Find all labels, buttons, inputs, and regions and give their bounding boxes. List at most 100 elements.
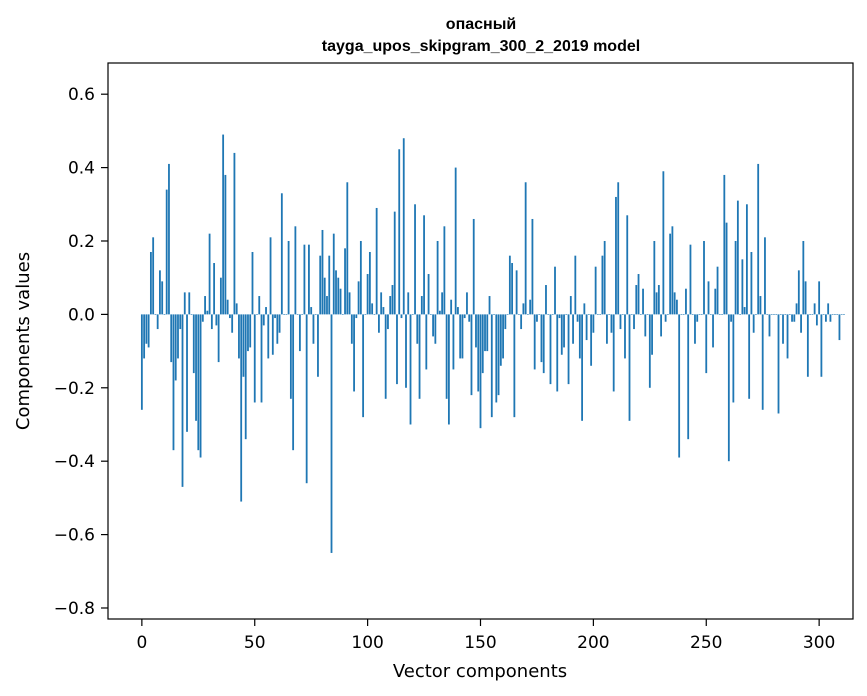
bar <box>736 200 739 315</box>
bar <box>615 196 617 315</box>
bar <box>657 285 660 315</box>
bar <box>393 211 396 315</box>
bar <box>563 314 565 348</box>
x-tick-label: 250 <box>690 633 722 653</box>
bar <box>161 281 164 315</box>
bar <box>314 314 317 315</box>
bar <box>231 314 234 333</box>
y-axis-ticks: 0.6 0.4 0.2 0.0 −0.2 −0.4 −0.6 −0.8 <box>54 85 108 619</box>
bar <box>585 314 588 341</box>
bar <box>391 285 394 315</box>
bar <box>676 299 678 315</box>
bar <box>610 314 613 333</box>
y-tick-label: 0.2 <box>68 232 95 252</box>
bar <box>709 314 712 315</box>
bar <box>414 204 416 315</box>
bar <box>495 314 498 403</box>
bar <box>219 277 222 315</box>
bar <box>682 314 685 315</box>
bar <box>506 314 509 315</box>
bar <box>542 314 545 374</box>
bar <box>224 174 227 315</box>
bar <box>244 314 247 440</box>
bar <box>825 314 827 322</box>
bar <box>499 314 502 366</box>
bar <box>784 314 787 315</box>
bar <box>619 314 622 330</box>
bar <box>332 233 335 315</box>
bar <box>578 314 581 359</box>
bar <box>493 314 495 315</box>
bar <box>773 314 775 315</box>
bar <box>147 314 150 348</box>
bar <box>317 314 319 377</box>
bar <box>775 314 778 315</box>
bar <box>804 281 807 315</box>
bar <box>836 314 839 315</box>
bar <box>364 314 367 315</box>
bar <box>145 314 148 344</box>
bar <box>639 314 642 315</box>
bar <box>371 303 374 315</box>
bar <box>547 314 550 315</box>
bar <box>477 314 480 392</box>
bar <box>229 314 231 319</box>
bar <box>572 314 574 344</box>
bar <box>378 314 380 333</box>
bar <box>296 314 299 315</box>
bar <box>838 314 841 341</box>
bar <box>515 270 518 315</box>
bar <box>368 252 371 315</box>
bar <box>673 292 676 315</box>
bar <box>170 314 173 363</box>
bar <box>734 240 737 315</box>
bar <box>195 314 197 421</box>
bar <box>603 240 606 315</box>
bar <box>529 299 532 315</box>
bar <box>418 314 421 399</box>
bar <box>725 222 728 315</box>
bar <box>188 292 191 315</box>
bar <box>416 314 419 344</box>
bar <box>337 277 340 315</box>
y-tick-label: −0.8 <box>54 599 95 619</box>
bar <box>461 314 464 359</box>
bar <box>628 314 631 421</box>
bar <box>278 314 281 333</box>
bar <box>447 314 450 425</box>
chart-subtitle: tayga_upos_skipgram_300_2_2019 model <box>322 38 640 55</box>
bar <box>671 226 674 315</box>
bar <box>348 292 351 315</box>
bar <box>822 314 825 315</box>
bar <box>545 285 547 315</box>
bar <box>786 314 789 359</box>
bar <box>730 314 732 322</box>
bar <box>143 314 146 359</box>
bar <box>183 292 186 315</box>
bar <box>303 244 306 315</box>
bar <box>685 288 687 315</box>
bar <box>592 314 595 333</box>
bar <box>800 314 802 333</box>
bar <box>680 314 683 315</box>
bar <box>213 263 216 315</box>
bar <box>274 314 276 319</box>
bar <box>262 314 265 326</box>
bar <box>271 314 274 355</box>
bar <box>251 252 254 315</box>
bar <box>152 237 155 315</box>
x-tick-label: 200 <box>577 633 609 653</box>
bar <box>698 314 701 315</box>
bar <box>608 314 611 315</box>
bar <box>558 314 561 319</box>
bar <box>438 310 441 315</box>
bar <box>400 314 403 319</box>
bar <box>308 244 310 315</box>
bar <box>328 255 331 315</box>
bar <box>594 266 597 315</box>
bar <box>820 314 823 377</box>
bar <box>206 310 209 315</box>
bar <box>249 314 252 348</box>
x-tick-label: 300 <box>803 633 835 653</box>
